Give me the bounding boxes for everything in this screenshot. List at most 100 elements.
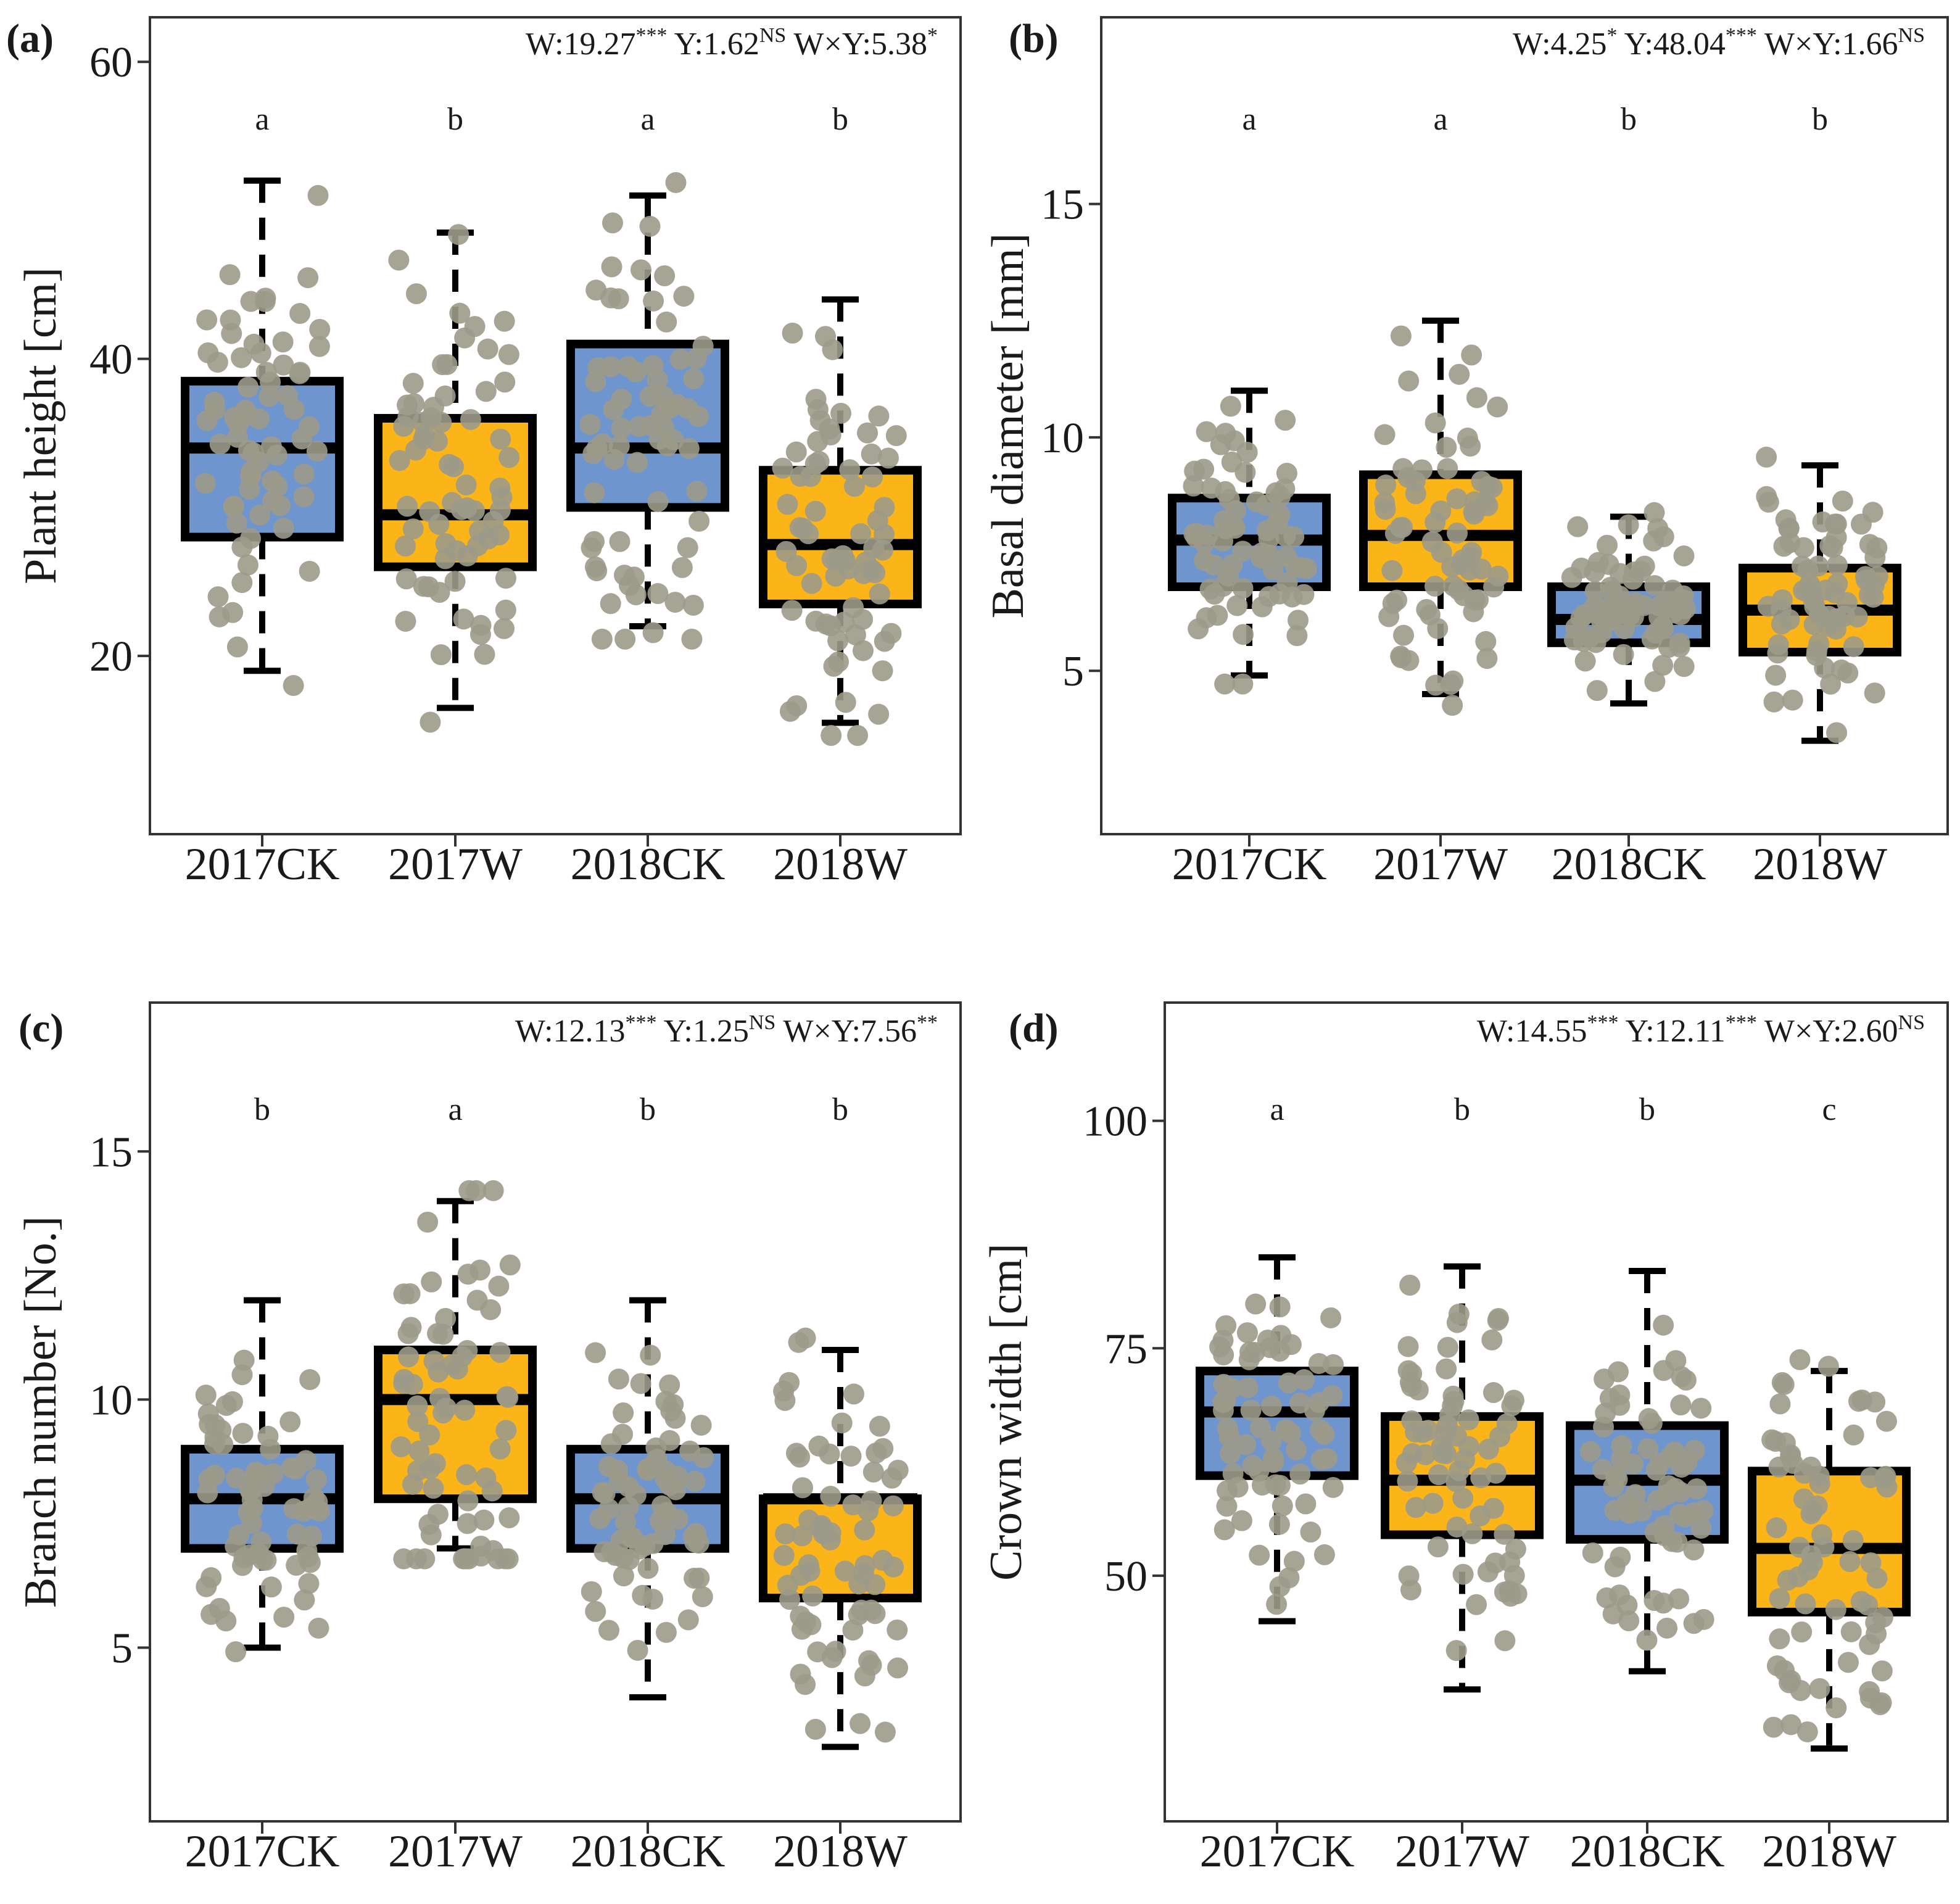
observation-point: [499, 1254, 521, 1276]
observation-point: [1670, 1394, 1692, 1416]
observation-point: [834, 1560, 856, 1582]
observation-point: [1769, 1393, 1791, 1415]
observation-point: [1446, 488, 1468, 510]
stats-term: Y:12.11: [1618, 1014, 1725, 1049]
plot-frame: [1164, 1001, 1949, 1823]
observation-point: [1422, 1492, 1444, 1514]
x-tick-label: 2017CK: [1200, 1826, 1355, 1877]
observation-point: [603, 449, 625, 470]
observation-point: [1266, 1594, 1288, 1615]
observation-point: [789, 1446, 811, 1468]
stats-significance: ***: [1726, 1011, 1757, 1034]
observation-point: [456, 1464, 478, 1486]
box-2017W: 2017W b: [1381, 1092, 1544, 1877]
observation-point: [1390, 517, 1412, 539]
observation-point: [273, 354, 294, 376]
observation-point: [669, 349, 691, 370]
observation-point: [1809, 1678, 1830, 1699]
observation-point: [1860, 1552, 1882, 1573]
observation-point: [858, 1500, 879, 1521]
observation-point: [1404, 471, 1426, 492]
observation-point: [1260, 1395, 1282, 1417]
observation-point: [250, 342, 271, 364]
observation-point: [430, 644, 452, 666]
box-2018W: 2018W b: [1739, 102, 1901, 890]
observation-point: [1602, 1603, 1624, 1625]
observation-point: [1221, 451, 1243, 473]
observation-point: [1819, 535, 1841, 557]
observation-point: [490, 428, 511, 450]
observation-point: [1618, 514, 1639, 536]
box-2017W: 2017W b: [374, 102, 537, 890]
observation-point: [600, 593, 621, 615]
observation-point: [195, 1385, 217, 1406]
observation-point: [226, 636, 248, 658]
observation-point: [1766, 1517, 1787, 1539]
observation-point: [1814, 657, 1835, 679]
observation-point: [1196, 421, 1217, 442]
observation-point: [863, 537, 885, 559]
observation-point: [1579, 1441, 1601, 1462]
stats-significance: NS: [1898, 1011, 1925, 1034]
observation-point: [397, 394, 418, 416]
observation-point: [299, 1369, 321, 1391]
observation-point: [1221, 1378, 1243, 1399]
box-2018CK: 2018CK a: [566, 102, 729, 890]
observation-point: [305, 1468, 327, 1490]
observation-point: [1269, 1296, 1291, 1318]
observation-point: [221, 323, 242, 344]
observation-point: [418, 1513, 440, 1535]
y-tick-label: 15: [1041, 181, 1084, 229]
observation-point: [647, 583, 669, 605]
observation-point: [869, 1415, 890, 1437]
observation-point: [1806, 640, 1827, 662]
observation-point: [405, 1548, 427, 1570]
panel-label: (b): [1009, 16, 1059, 61]
observation-point: [1830, 659, 1852, 681]
stats-significance: NS: [749, 1011, 775, 1034]
observation-point: [801, 573, 822, 594]
observation-point: [642, 622, 664, 644]
x-tick-label: 2018W: [1753, 839, 1887, 890]
observation-point: [781, 600, 803, 621]
stats-significance: NS: [1898, 24, 1925, 47]
observation-point: [1683, 1539, 1705, 1561]
observation-point: [444, 571, 466, 592]
observation-point: [299, 1552, 321, 1573]
observation-point: [1272, 1495, 1293, 1517]
observation-point: [1213, 1344, 1234, 1366]
significance-letter: b: [1621, 102, 1637, 137]
x-tick-label: 2018CK: [571, 1826, 726, 1877]
observation-point: [1457, 428, 1478, 449]
observation-point: [1871, 1660, 1893, 1682]
observation-point: [1796, 581, 1817, 602]
significance-letter: c: [1822, 1092, 1836, 1127]
observation-point: [397, 495, 418, 517]
observation-point: [874, 1721, 896, 1743]
observation-point: [1320, 1307, 1342, 1328]
x-tick-label: 2017CK: [185, 1826, 340, 1877]
observation-point: [1265, 482, 1287, 503]
observation-point: [857, 422, 879, 444]
observation-point: [877, 447, 899, 469]
observation-point: [1223, 430, 1245, 452]
observation-point: [197, 342, 219, 363]
observation-point: [226, 512, 247, 534]
observation-point: [227, 426, 249, 448]
observation-point: [773, 1545, 795, 1567]
observation-point: [637, 1460, 658, 1481]
significance-letter: b: [832, 1092, 848, 1127]
observation-point: [618, 1496, 639, 1518]
observation-point: [1818, 615, 1840, 637]
observation-point: [266, 444, 287, 466]
observation-point: [408, 1440, 430, 1462]
observation-point: [850, 523, 872, 544]
stats-term: W:12.13: [515, 1014, 626, 1049]
observation-point: [775, 540, 797, 562]
x-tick-label: 2018CK: [1570, 1826, 1725, 1877]
observation-point: [579, 413, 601, 435]
observation-point: [286, 1523, 308, 1545]
observation-point: [1193, 550, 1215, 571]
x-tick-label: 2017W: [388, 839, 523, 890]
significance-letter: a: [1433, 102, 1447, 137]
